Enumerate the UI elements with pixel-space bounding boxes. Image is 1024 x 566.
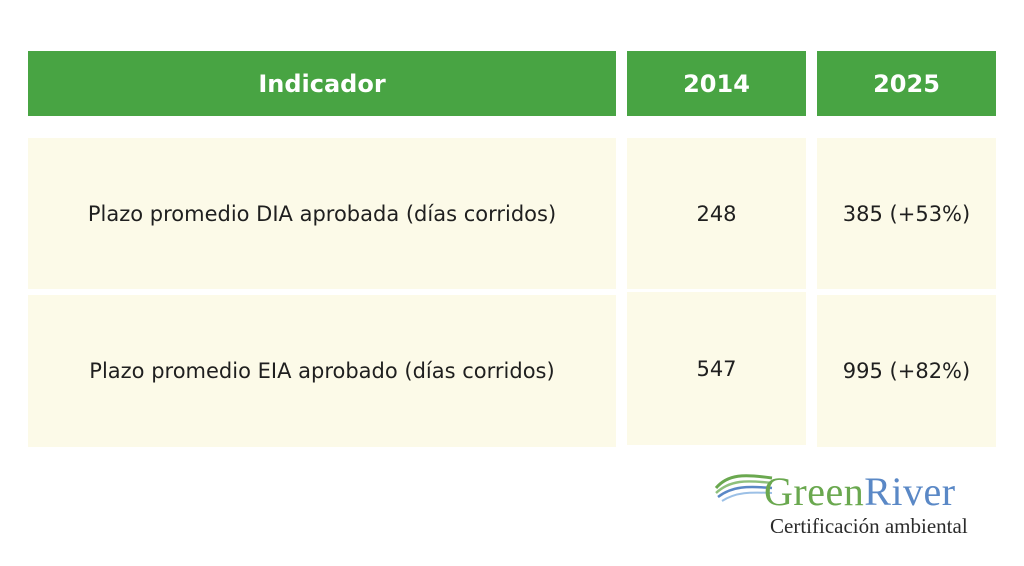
- header-2014: 2014: [627, 51, 806, 116]
- table-row-2-indicador: Plazo promedio EIA aprobado (días corrid…: [28, 295, 616, 447]
- logo-wordmark-green: Green: [764, 469, 865, 514]
- greenriver-logo: GreenRiver Certificación ambiental: [712, 466, 1002, 542]
- logo-wordmark-blue: River: [864, 469, 956, 514]
- table-row-2-2014: 547: [627, 292, 806, 445]
- logo-wordmark: GreenRiver: [764, 472, 956, 512]
- waves-icon: [714, 474, 773, 502]
- table-row-1-2025: 385 (+53%): [817, 138, 996, 289]
- table-row-1-2014: 248: [627, 138, 806, 289]
- header-indicador: Indicador: [28, 51, 616, 116]
- logo-tagline: Certificación ambiental: [770, 514, 968, 538]
- table-row-2-2025: 995 (+82%): [817, 295, 996, 447]
- header-2025: 2025: [817, 51, 996, 116]
- table-row-1-indicador: Plazo promedio DIA aprobada (días corrid…: [28, 138, 616, 289]
